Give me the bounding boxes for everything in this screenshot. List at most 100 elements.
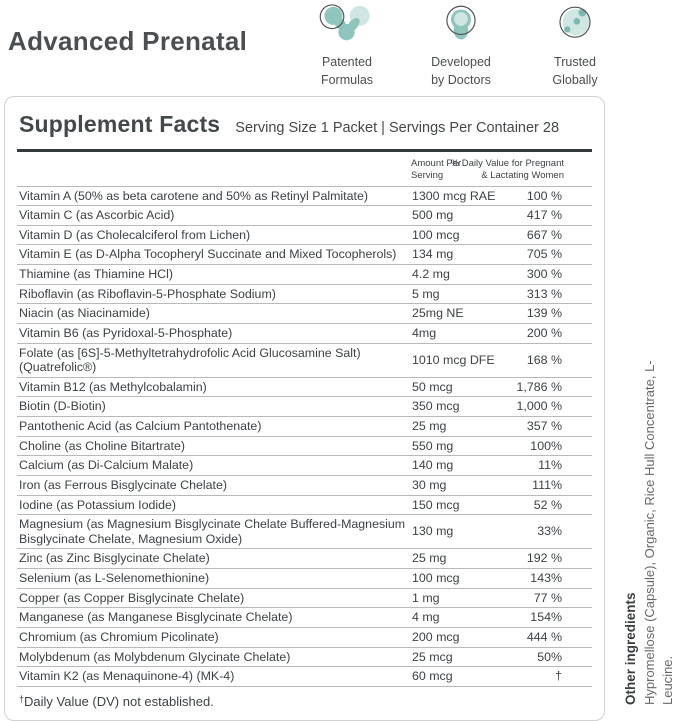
ingredient-daily-value: 50% (537, 649, 562, 664)
supplement-facts-panel: Supplement Facts Serving Size 1 Packet |… (4, 96, 605, 721)
table-row: Pantothenic Acid (as Calcium Pantothenat… (17, 417, 592, 437)
ingredient-daily-value: 417 % (526, 208, 562, 223)
ingredient-name: Vitamin K2 (as Menaquinone-4) (MK-4) (19, 669, 235, 684)
footnote: †Daily Value (DV) not established. (17, 687, 592, 715)
ingredient-daily-value: 100% (530, 438, 562, 453)
ingredient-amount: 150 mcg (412, 497, 460, 512)
table-row: Vitamin D (as Cholecalciferol from Liche… (17, 226, 592, 246)
ingredient-name: Calcium (as Di-Calcium Malate) (19, 458, 194, 473)
ingredient-amount: 1 mg (412, 590, 440, 605)
ingredient-amount: 100 mcg (412, 571, 460, 585)
ingredient-name: Magnesium (as Magnesium Bisglycinate Che… (19, 517, 406, 546)
table-row: Iodine (as Potassium Iodide) 150 mcg 52 … (17, 496, 592, 516)
badge-label-line1: Patented (321, 55, 373, 69)
facts-table: Vitamin A (50% as beta carotene and 50% … (17, 187, 592, 687)
table-row: Manganese (as Manganese Bisglycinate Che… (17, 608, 592, 628)
ingredient-amount: 550 mg (412, 438, 454, 453)
ingredient-amount: 100 mcg (412, 227, 460, 242)
badge: Patented Formulas (299, 4, 395, 89)
ingredient-amount: 350 mcg (412, 399, 460, 414)
ingredient-daily-value: 143% (530, 571, 562, 585)
amount-header-line2: Serving (411, 170, 444, 182)
badge-icon-slot (555, 4, 595, 46)
ingredient-name: Vitamin C (as Ascorbic Acid) (19, 208, 175, 223)
patented-formulas-icon (319, 4, 370, 41)
table-row: Vitamin A (50% as beta carotene and 50% … (17, 187, 592, 207)
dv-header-line2: & Lactating Women (481, 170, 564, 182)
table-row: Riboflavin (as Riboflavin-5-Phosphate So… (17, 285, 592, 305)
ingredient-name: Zinc (as Zinc Bisglycinate Chelate) (19, 551, 210, 566)
ingredient-daily-value: 300 % (526, 267, 562, 281)
badge-label-line2: by Doctors (431, 73, 491, 88)
ingredient-name: Manganese (as Manganese Bisglycinate Che… (19, 610, 293, 625)
ingredient-daily-value: 705 % (526, 247, 562, 262)
serving-info: Serving Size 1 Packet | Servings Per Con… (235, 120, 560, 136)
ingredient-name: Biotin (D-Biotin) (19, 399, 106, 414)
ingredient-amount: 134 mg (412, 247, 454, 262)
ingredient-amount: 1300 mcg RAE (412, 188, 496, 203)
table-row: Choline (as Choline Bitartrate) 550 mg 1… (17, 437, 592, 457)
badge-label: Developed by Doctors (431, 53, 491, 89)
footnote-text: Daily Value (DV) not established. (24, 693, 214, 709)
page-title: Advanced Prenatal (8, 26, 248, 56)
table-row: Niacin (as Niacinamide) 25mg NE 139 % (17, 304, 592, 324)
badge-label-line2: Globally (552, 73, 598, 88)
ingredient-amount: 25 mg (412, 551, 447, 566)
table-row: Zinc (as Zinc Bisglycinate Chelate) 25 m… (17, 549, 592, 569)
table-row: Folate (as [6S]-5-Methyltetrahydrofolic … (17, 344, 592, 378)
developed-by-doctors-icon (446, 5, 476, 40)
badge-label: Trusted Globally (552, 53, 597, 89)
table-row: Molybdenum (as Molybdenum Glycinate Chel… (17, 648, 592, 668)
ingredient-amount: 60 mcg (412, 669, 453, 684)
ingredient-daily-value: 139 % (526, 306, 562, 321)
ingredient-amount: 4.2 mg (412, 267, 450, 281)
panel-title: Supplement Facts (19, 111, 221, 137)
ingredient-name: Iodine (as Potassium Iodide) (19, 497, 177, 512)
table-row: Vitamin C (as Ascorbic Acid) 500 mg 417 … (17, 206, 592, 226)
ingredient-name: Selenium (as L-Selenomethionine) (19, 571, 210, 585)
ingredient-daily-value: 444 % (526, 629, 562, 644)
table-row: Vitamin E (as D-Alpha Tocopheryl Succina… (17, 245, 592, 265)
ingredient-daily-value: 667 % (526, 227, 562, 242)
amount-per-serving-header: Amount Per Serving (411, 158, 461, 183)
ingredient-name: Chromium (as Chromium Picolinate) (19, 629, 219, 644)
table-row: Magnesium (as Magnesium Bisglycinate Che… (17, 515, 592, 550)
other-ingredients-heading: Other ingredients (623, 592, 638, 705)
table-row: Vitamin B12 (as Methylcobalamin) 50 mcg … (17, 378, 592, 398)
ingredient-daily-value: 52 % (533, 497, 562, 512)
ingredient-daily-value: 357 % (526, 419, 562, 433)
badge-icon-slot (318, 4, 376, 46)
badge-label-line1: Developed (431, 55, 491, 69)
ingredient-amount: 4mg (412, 325, 437, 340)
ingredient-daily-value: 154% (530, 610, 562, 625)
ingredient-amount: 130 mg (412, 524, 454, 539)
ingredient-daily-value: 168 % (526, 352, 562, 367)
badge: Developed by Doctors (413, 4, 509, 89)
ingredient-name: Vitamin E (as D-Alpha Tocopheryl Succina… (19, 247, 397, 262)
ingredient-name: Vitamin B6 (as Pyridoxal-5-Phosphate) (19, 325, 233, 340)
ingredient-name: Folate (as [6S]-5-Methyltetrahydrofolic … (19, 345, 361, 375)
table-row: Copper (as Copper Bisglycinate Chelate) … (17, 589, 592, 609)
ingredient-daily-value: † (555, 669, 562, 684)
dagger-symbol: † (19, 693, 25, 704)
table-row: Chromium (as Chromium Picolinate) 200 mc… (17, 628, 592, 648)
ingredient-amount: 200 mcg (412, 629, 460, 644)
badge-icon-slot (441, 4, 481, 46)
ingredient-name: Pantothenic Acid (as Calcium Pantothenat… (19, 419, 262, 433)
ingredient-daily-value: 1,000 % (516, 399, 562, 414)
badge-label-line1: Trusted (554, 55, 596, 69)
ingredient-name: Vitamin A (50% as beta carotene and 50% … (19, 188, 368, 203)
ingredient-name: Vitamin B12 (as Methylcobalamin) (19, 379, 207, 394)
ingredient-name: Niacin (as Niacinamide) (19, 306, 150, 321)
ingredient-name: Thiamine (as Thiamine HCl) (19, 267, 174, 281)
ingredient-daily-value: 100 % (526, 188, 562, 203)
ingredient-daily-value: 33% (537, 524, 562, 539)
badge-row: Patented Formulas Developed by Doctors T… (299, 4, 623, 89)
table-row: Vitamin B6 (as Pyridoxal-5-Phosphate) 4m… (17, 324, 592, 344)
ingredient-name: Vitamin D (as Cholecalciferol from Liche… (19, 227, 251, 242)
ingredient-amount: 30 mg (412, 477, 447, 492)
ingredient-amount: 1010 mcg DFE (412, 352, 495, 367)
badge-label-line2: Formulas (320, 73, 374, 88)
table-row: Iron (as Ferrous Bisglycinate Chelate) 3… (17, 476, 592, 496)
ingredient-name: Iron (as Ferrous Bisglycinate Chelate) (19, 477, 227, 492)
